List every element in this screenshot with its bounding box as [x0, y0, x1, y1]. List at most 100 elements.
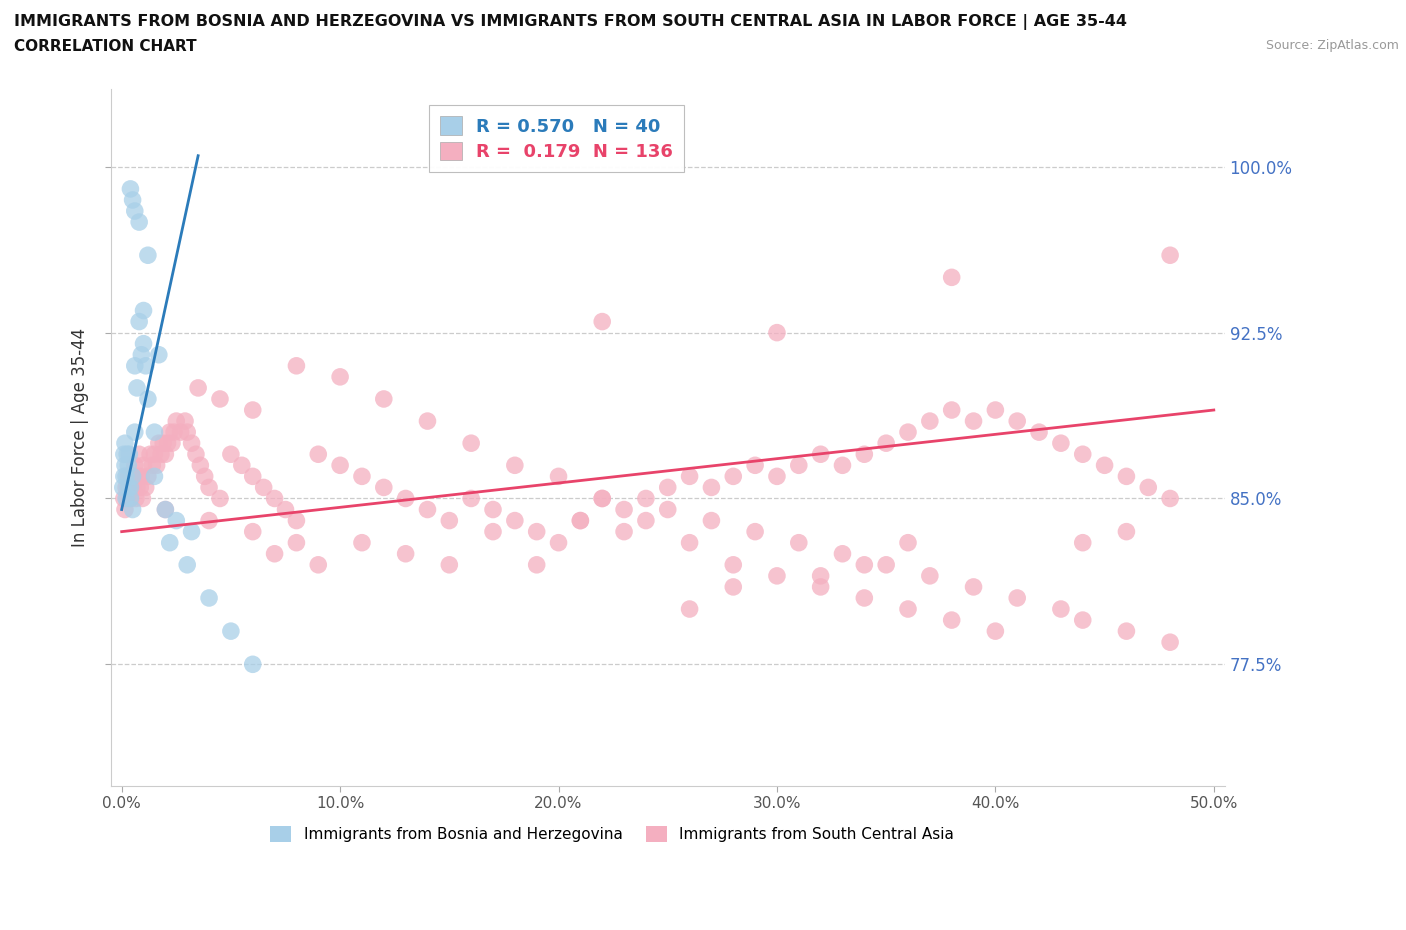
Point — [115, 480, 138, 495]
Point — [129, 480, 152, 495]
Point — [831, 458, 853, 472]
Point — [124, 204, 146, 219]
Point — [139, 446, 162, 461]
Point — [143, 425, 166, 440]
Point — [125, 491, 148, 506]
Point — [127, 469, 149, 484]
Point — [128, 314, 150, 329]
Point — [569, 513, 592, 528]
Point — [591, 491, 613, 506]
Point — [131, 469, 153, 484]
Point — [416, 414, 439, 429]
Point — [121, 193, 143, 207]
Point — [120, 480, 142, 495]
Point — [744, 525, 766, 539]
Point — [114, 458, 136, 472]
Point — [962, 579, 984, 594]
Point — [875, 436, 897, 451]
Point — [853, 446, 876, 461]
Point — [118, 446, 141, 461]
Point — [194, 469, 217, 484]
Point — [1071, 536, 1094, 551]
Point — [787, 536, 810, 551]
Point — [136, 247, 159, 262]
Point — [1159, 247, 1181, 262]
Point — [547, 536, 569, 551]
Point — [810, 446, 832, 461]
Point — [503, 458, 526, 472]
Point — [131, 491, 153, 506]
Point — [274, 502, 297, 517]
Point — [174, 414, 197, 429]
Point — [208, 491, 231, 506]
Point — [941, 613, 963, 628]
Point — [395, 491, 418, 506]
Point — [416, 502, 439, 517]
Point — [121, 502, 143, 517]
Point — [307, 446, 329, 461]
Point — [634, 491, 657, 506]
Point — [810, 579, 832, 594]
Point — [853, 591, 876, 605]
Point — [111, 480, 134, 495]
Text: IMMIGRANTS FROM BOSNIA AND HERZEGOVINA VS IMMIGRANTS FROM SOUTH CENTRAL ASIA IN : IMMIGRANTS FROM BOSNIA AND HERZEGOVINA V… — [14, 14, 1128, 30]
Point — [613, 525, 636, 539]
Point — [231, 458, 253, 472]
Point — [155, 446, 177, 461]
Point — [188, 458, 211, 472]
Point — [766, 568, 789, 583]
Point — [263, 491, 285, 506]
Point — [766, 469, 789, 484]
Point — [156, 436, 179, 451]
Point — [143, 469, 166, 484]
Point — [219, 624, 242, 639]
Point — [591, 491, 613, 506]
Point — [700, 513, 723, 528]
Point — [114, 436, 136, 451]
Legend: Immigrants from Bosnia and Herzegovina, Immigrants from South Central Asia: Immigrants from Bosnia and Herzegovina, … — [264, 819, 960, 848]
Point — [285, 513, 308, 528]
Point — [439, 557, 461, 572]
Point — [120, 181, 142, 196]
Point — [853, 557, 876, 572]
Point — [1159, 491, 1181, 506]
Point — [128, 446, 150, 461]
Point — [165, 414, 187, 429]
Point — [285, 536, 308, 551]
Point — [242, 469, 264, 484]
Point — [962, 414, 984, 429]
Point — [132, 303, 155, 318]
Point — [373, 480, 395, 495]
Point — [124, 425, 146, 440]
Point — [678, 536, 700, 551]
Point — [120, 491, 142, 506]
Point — [984, 624, 1007, 639]
Point — [242, 657, 264, 671]
Point — [112, 469, 135, 484]
Point — [148, 347, 170, 362]
Point — [875, 557, 897, 572]
Point — [1071, 613, 1094, 628]
Point — [941, 270, 963, 285]
Point — [165, 513, 187, 528]
Point — [897, 425, 920, 440]
Point — [984, 403, 1007, 418]
Point — [1050, 602, 1073, 617]
Point — [155, 502, 177, 517]
Point — [198, 591, 221, 605]
Point — [1115, 525, 1137, 539]
Point — [1071, 446, 1094, 461]
Point — [152, 436, 174, 451]
Point — [1028, 425, 1050, 440]
Point — [187, 380, 209, 395]
Point — [160, 436, 183, 451]
Point — [184, 446, 207, 461]
Point — [115, 491, 138, 506]
Point — [1137, 480, 1160, 495]
Point — [897, 602, 920, 617]
Point — [941, 403, 963, 418]
Point — [766, 326, 789, 340]
Point — [208, 392, 231, 406]
Point — [114, 502, 136, 517]
Point — [145, 458, 167, 472]
